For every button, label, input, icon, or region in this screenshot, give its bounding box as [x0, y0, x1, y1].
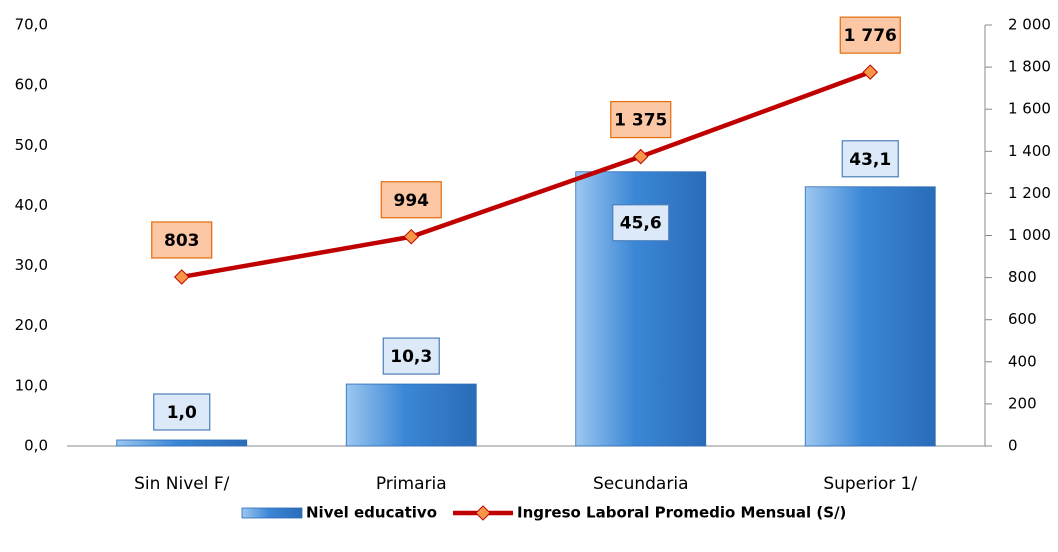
bar-value-label: 1,0: [167, 403, 197, 423]
y-tick-label: 20,0: [15, 316, 48, 334]
y-tick-label: 10,0: [15, 376, 48, 394]
legend-marker: [475, 505, 491, 521]
line-marker: [173, 269, 190, 285]
y2-tick-label: 600: [1008, 310, 1037, 328]
line: [181, 70, 872, 280]
y2-tick-label: 1 800: [1008, 58, 1051, 76]
legend-label: Ingreso Laboral Promedio Mensual (S/): [517, 504, 846, 522]
x-tick-label: Sin Nivel F/: [134, 474, 230, 494]
bar-value-label: 10,3: [390, 347, 432, 367]
y2-tick-label: 2 000: [1008, 16, 1051, 34]
y2-tick-label: 400: [1008, 352, 1037, 370]
y2-tick-label: 200: [1008, 394, 1037, 412]
line-marker: [632, 148, 649, 165]
bar-value-label: 45,6: [620, 214, 662, 234]
y-tick-label: 70,0: [15, 16, 48, 34]
y2-tick-label: 1 400: [1008, 142, 1051, 160]
bar-value-label-box: [841, 140, 899, 178]
line-value-label: 803: [164, 231, 200, 251]
x-tick-label: Primaria: [376, 474, 447, 494]
line-value-label-box: [380, 181, 442, 219]
line-marker: [403, 228, 420, 245]
line-value-label: 1 776: [844, 26, 897, 46]
bar-value-label: 43,1: [849, 150, 891, 170]
bar: [804, 186, 936, 447]
x-tick-label: Secundaria: [593, 474, 688, 494]
line-value-label: 994: [394, 191, 430, 211]
y-tick-label: 40,0: [15, 196, 48, 214]
y-tick-label: 60,0: [15, 76, 48, 94]
bar-value-label-box: [382, 337, 440, 375]
line-value-label-box: [151, 221, 213, 259]
y-tick-label: 50,0: [15, 136, 48, 154]
y-tick-label: 30,0: [15, 256, 48, 274]
y2-tick-label: 0: [1008, 437, 1018, 455]
bar: [345, 383, 477, 447]
y2-tick-label: 1 200: [1008, 184, 1051, 202]
y2-tick-label: 1 000: [1008, 226, 1051, 244]
line-marker: [862, 64, 879, 80]
line-value-label-box: [610, 100, 672, 139]
bar: [116, 439, 248, 447]
y-tick-label: 0,0: [24, 437, 48, 455]
line-value-label-box: [839, 16, 901, 54]
y2-tick-label: 1 600: [1008, 100, 1051, 118]
legend-swatch: [241, 507, 303, 519]
legend-label: Nivel educativo: [306, 504, 437, 522]
y2-tick-label: 800: [1008, 268, 1037, 286]
x-tick-label: Superior 1/: [823, 474, 917, 494]
bar-value-label-box: [153, 393, 211, 431]
bar-value-label-box: [612, 204, 670, 242]
line-value-label: 1 375: [614, 111, 667, 131]
